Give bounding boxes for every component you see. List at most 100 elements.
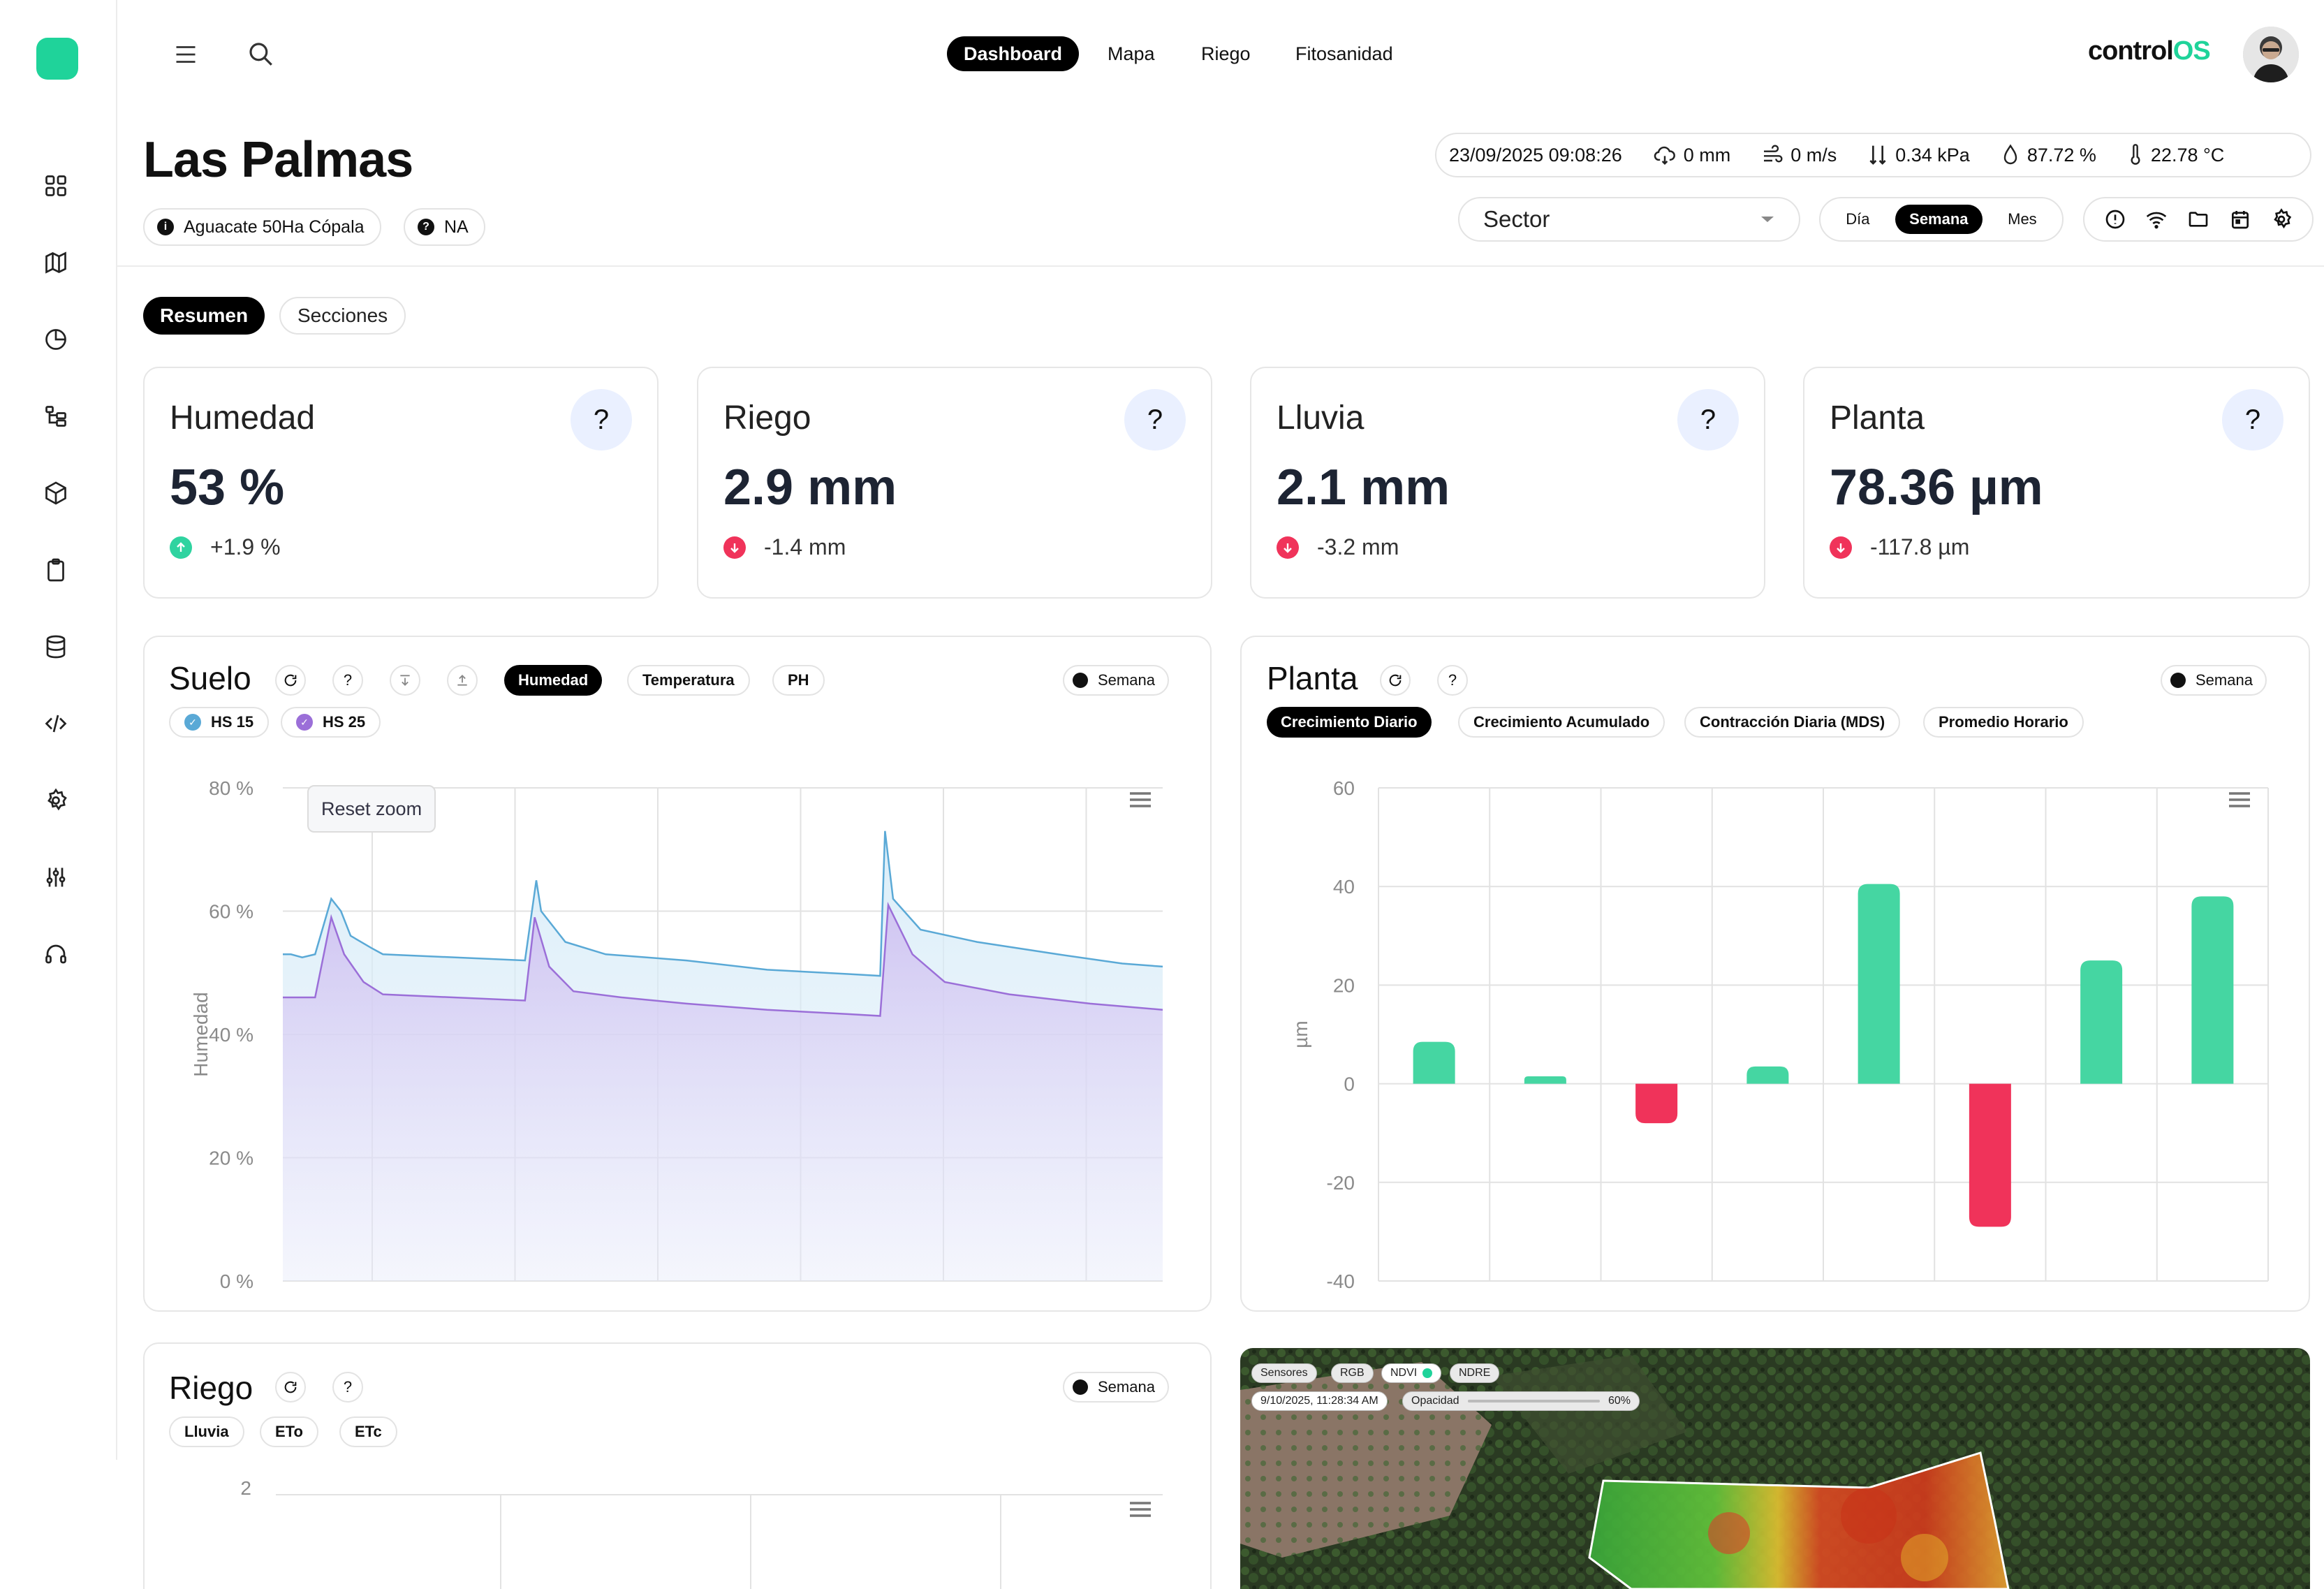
ndvi-map[interactable]: Sensores RGB NDVI NDRE 9/10/2025, 11:28:… xyxy=(1240,1348,2310,1589)
clipboard-icon[interactable] xyxy=(36,550,75,590)
layer-rgb[interactable]: RGB xyxy=(1331,1363,1374,1383)
help-icon[interactable]: ? xyxy=(332,1372,363,1403)
brand-suffix: OS xyxy=(2172,36,2211,66)
code-icon[interactable] xyxy=(36,704,75,743)
header-divider xyxy=(117,265,2324,267)
suelo-title: Suelo xyxy=(169,660,251,696)
chart-menu-icon[interactable] xyxy=(2228,791,2251,809)
sidebar xyxy=(0,0,117,1460)
chart-menu-icon[interactable] xyxy=(1128,1500,1152,1518)
suelo-chart[interactable]: 0 %20 %40 %60 %80 %Sep 17Sep 18Sep 19Sep… xyxy=(143,754,1212,1299)
metric-etc[interactable]: ETc xyxy=(339,1416,397,1447)
map-icon[interactable] xyxy=(36,243,75,282)
arrow-down-icon xyxy=(723,536,746,559)
settings-icon[interactable] xyxy=(2270,208,2293,230)
help-icon[interactable]: ? xyxy=(2222,389,2283,451)
stat-delta: -117.8 µm xyxy=(1830,534,1969,560)
opacity-slider[interactable]: Opacidad 60% xyxy=(1402,1391,1640,1411)
pie-chart-icon[interactable] xyxy=(36,320,75,359)
range-badge-label: Semana xyxy=(1098,671,1155,689)
range-badge[interactable]: Semana xyxy=(1063,1372,1169,1403)
page-title: Las Palmas xyxy=(143,132,413,188)
range-badge[interactable]: Semana xyxy=(2161,665,2267,696)
folder-icon[interactable] xyxy=(2187,208,2209,230)
nav-riego[interactable]: Riego xyxy=(1201,43,1251,64)
stat-title: Humedad xyxy=(170,400,316,437)
help-icon[interactable]: ? xyxy=(332,665,363,696)
active-check-icon xyxy=(1422,1368,1433,1378)
stat-card-planta: Planta ? 78.36 µm -117.8 µm xyxy=(1803,367,2310,599)
sliders-icon[interactable] xyxy=(36,858,75,897)
toolbar-icons xyxy=(2083,197,2314,242)
metric-eto[interactable]: ETo xyxy=(260,1416,318,1447)
wifi-icon[interactable] xyxy=(2145,208,2168,230)
help-icon[interactable]: ? xyxy=(571,389,632,451)
upload-icon[interactable] xyxy=(447,665,478,696)
legend-hs15[interactable]: ✓ HS 15 xyxy=(169,707,270,738)
riego-chart[interactable]: 2 xyxy=(143,1474,1212,1589)
help-icon[interactable]: ? xyxy=(1677,389,1739,451)
range-badge[interactable]: Semana xyxy=(1063,665,1169,696)
y-tick-label: 40 xyxy=(1333,876,1355,898)
metric-crecimiento-acumulado[interactable]: Crecimiento Acumulado xyxy=(1458,707,1665,738)
cloud-rain-icon xyxy=(1654,146,1675,166)
user-avatar[interactable] xyxy=(2243,27,2299,82)
metric-crecimiento-diario[interactable]: Crecimiento Diario xyxy=(1267,707,1432,738)
layer-ndvi[interactable]: NDVI xyxy=(1381,1363,1442,1383)
nav-fitosanidad[interactable]: Fitosanidad xyxy=(1295,43,1393,64)
search-icon[interactable] xyxy=(246,39,275,68)
metric-lluvia[interactable]: Lluvia xyxy=(169,1416,244,1447)
opacity-value: 60% xyxy=(1608,1395,1631,1407)
range-semana[interactable]: Semana xyxy=(1895,205,1983,234)
database-icon[interactable] xyxy=(36,627,75,666)
nav-dashboard[interactable]: Dashboard xyxy=(947,36,1080,71)
help-icon[interactable]: ? xyxy=(1437,665,1468,696)
legend-hs25-label: HS 25 xyxy=(323,713,366,731)
calendar-icon[interactable] xyxy=(2229,208,2251,230)
metric-temperatura[interactable]: Temperatura xyxy=(627,665,750,696)
crop-chip[interactable]: i Aguacate 50Ha Cópala xyxy=(143,208,381,246)
sector-select[interactable]: Sector xyxy=(1458,197,1800,242)
metric-contraccion-diaria[interactable]: Contracción Diaria (MDS) xyxy=(1684,707,1901,738)
help-icon[interactable]: ? xyxy=(1124,389,1186,451)
hierarchy-icon[interactable] xyxy=(36,397,75,436)
headset-support-icon[interactable] xyxy=(36,935,75,974)
weather-rain: 0 mm xyxy=(1653,145,1730,166)
tab-resumen[interactable]: Resumen xyxy=(143,297,265,335)
metric-promedio-horario[interactable]: Promedio Horario xyxy=(1923,707,2084,738)
layer-sensores[interactable]: Sensores xyxy=(1251,1363,1317,1383)
range-mes[interactable]: Mes xyxy=(2008,210,2037,228)
weather-pressure-value: 0.34 kPa xyxy=(1895,144,1970,166)
cube-icon[interactable] xyxy=(36,474,75,513)
weather-datetime-value: 23/09/2025 09:08:26 xyxy=(1449,144,1622,166)
stat-delta-value: +1.9 % xyxy=(210,534,281,559)
stat-value: 2.9 mm xyxy=(723,460,897,515)
metric-ph[interactable]: PH xyxy=(772,665,825,696)
legend-hs25[interactable]: ✓ HS 25 xyxy=(281,707,381,738)
y-tick-label: 20 % xyxy=(209,1148,253,1169)
refresh-icon[interactable] xyxy=(1380,665,1411,696)
brand-logo: controlOS xyxy=(2088,36,2211,66)
tab-secciones[interactable]: Secciones xyxy=(279,297,406,335)
app-logo[interactable] xyxy=(36,38,78,80)
download-icon[interactable] xyxy=(390,665,420,696)
y-tick-label: -40 xyxy=(1327,1271,1355,1292)
metric-humedad[interactable]: Humedad xyxy=(504,665,603,696)
dashboard-grid-icon[interactable] xyxy=(36,166,75,205)
info-circle-icon[interactable] xyxy=(2104,208,2126,230)
reset-zoom-button[interactable]: Reset zoom xyxy=(307,785,436,833)
stat-delta: +1.9 % xyxy=(170,534,281,560)
legend-hs15-label: HS 15 xyxy=(211,713,254,731)
nav-mapa[interactable]: Mapa xyxy=(1108,43,1155,64)
layer-ndre[interactable]: NDRE xyxy=(1450,1363,1500,1383)
refresh-icon[interactable] xyxy=(275,1372,306,1403)
opacity-track[interactable] xyxy=(1467,1400,1600,1403)
info-icon: i xyxy=(157,219,174,235)
menu-hamburger-icon[interactable] xyxy=(173,43,198,66)
refresh-icon[interactable] xyxy=(275,665,306,696)
settings-gear-icon[interactable] xyxy=(36,781,75,820)
chart-menu-icon[interactable] xyxy=(1128,791,1152,809)
range-dia[interactable]: Día xyxy=(1846,210,1870,228)
status-chip[interactable]: ? NA xyxy=(404,208,485,246)
